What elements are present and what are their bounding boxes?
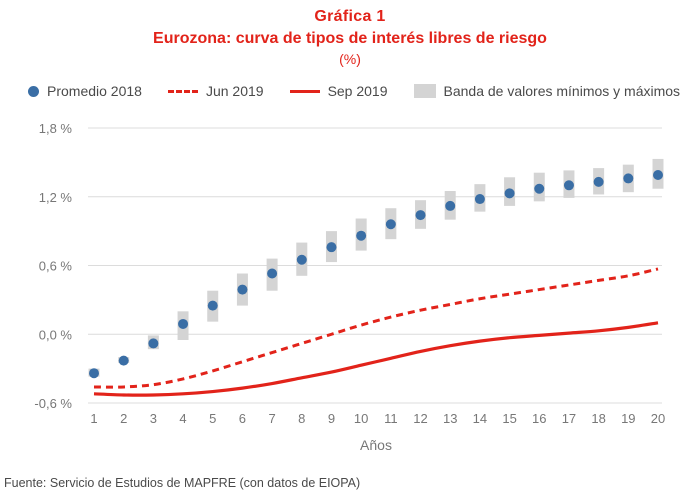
x-tick-label: 6 [239,411,246,426]
legend-label-jun: Jun 2019 [205,83,264,99]
legend-label-promedio: Promedio 2018 [47,83,142,99]
legend: Promedio 2018 Jun 2019 Sep 2019 Banda de… [28,80,680,102]
y-axis-ticks: -0,6 % 0,0 % 0,6 % 1,2 % 1,8 % [34,121,72,411]
y-tick-label: 1,2 % [39,190,73,205]
legend-item-jun: Jun 2019 [167,83,264,99]
sep-2019-line [93,321,659,397]
x-tick-label: 11 [384,411,398,426]
promedio-dot [534,183,545,194]
x-axis-ticks: 1 2 3 4 5 6 7 8 9 10 11 12 13 14 15 16 17 18 19 20 [90,411,665,426]
promedio-dot [504,188,515,199]
x-tick-label: 2 [120,411,127,426]
x-tick-label: 20 [651,411,665,426]
promedio-dot [267,268,278,279]
x-tick-label: 12 [413,411,427,426]
chart-unit: (%) [339,51,361,67]
promedio-dot [385,219,396,230]
x-tick-label: 9 [328,411,335,426]
jun-2019-line [93,267,659,389]
promedio-dot [89,368,99,379]
x-tick-label: 4 [179,411,186,426]
promedio-dot [563,180,574,191]
legend-item-promedio: Promedio 2018 [28,83,142,99]
x-tick-label: 1 [90,411,97,426]
min-max-band [88,158,664,377]
legend-dot-swatch [28,85,39,97]
y-tick-label: 1,8 % [39,121,73,136]
legend-label-banda: Banda de valores mínimos y máximos [443,83,681,99]
x-tick-label: 10 [354,411,368,426]
x-tick-label: 19 [621,411,635,426]
source-note: Fuente: Servicio de Estudios de MAPFRE (… [4,476,361,490]
promedio-dot [445,200,456,211]
y-tick-label: -0,6 % [34,396,72,411]
x-tick-label: 14 [473,411,487,426]
legend-solid-swatch [289,89,320,93]
chart-title-number: Gráfica 1 [314,8,386,25]
x-tick-label: 15 [502,411,516,426]
x-tick-label: 8 [298,411,305,426]
promedio-dot [623,173,634,184]
promedio-dot [653,169,663,180]
promedio-dot [415,210,426,221]
x-tick-label: 13 [443,411,457,426]
chart-title: Eurozona: curva de tipos de interés libr… [153,30,547,47]
legend-label-sep: Sep 2019 [327,83,388,99]
chart-plot: -0,6 %0,0 %0,6 %1,2 %1,8 % 1 2 3 4 5 6 7 8 9 10 11… [34,121,665,453]
promedio-dot [207,300,218,311]
y-tick-label: 0,0 % [39,327,73,342]
x-tick-label: 3 [150,411,157,426]
curve-lines [93,267,659,397]
legend-item-sep: Sep 2019 [289,83,388,99]
x-axis-label: Años [360,437,392,453]
x-tick-label: 5 [209,411,216,426]
promedio-dots [89,169,663,379]
promedio-dot [178,318,189,329]
promedio-dot [237,284,248,295]
promedio-dot [296,254,307,265]
promedio-dot [474,194,485,205]
x-tick-label: 16 [532,411,546,426]
promedio-dot [356,230,367,241]
promedio-dot [326,242,337,253]
x-tick-label: 18 [591,411,605,426]
x-tick-label: 17 [562,411,576,426]
x-tick-label: 7 [268,411,275,426]
promedio-dot [118,355,129,366]
legend-band-swatch [413,84,436,98]
legend-item-banda: Banda de valores mínimos y máximos [413,83,681,99]
promedio-dot [148,338,159,349]
y-tick-label: 0,6 % [39,259,73,274]
promedio-dot [593,176,604,187]
legend-dashed-swatch [167,89,198,93]
